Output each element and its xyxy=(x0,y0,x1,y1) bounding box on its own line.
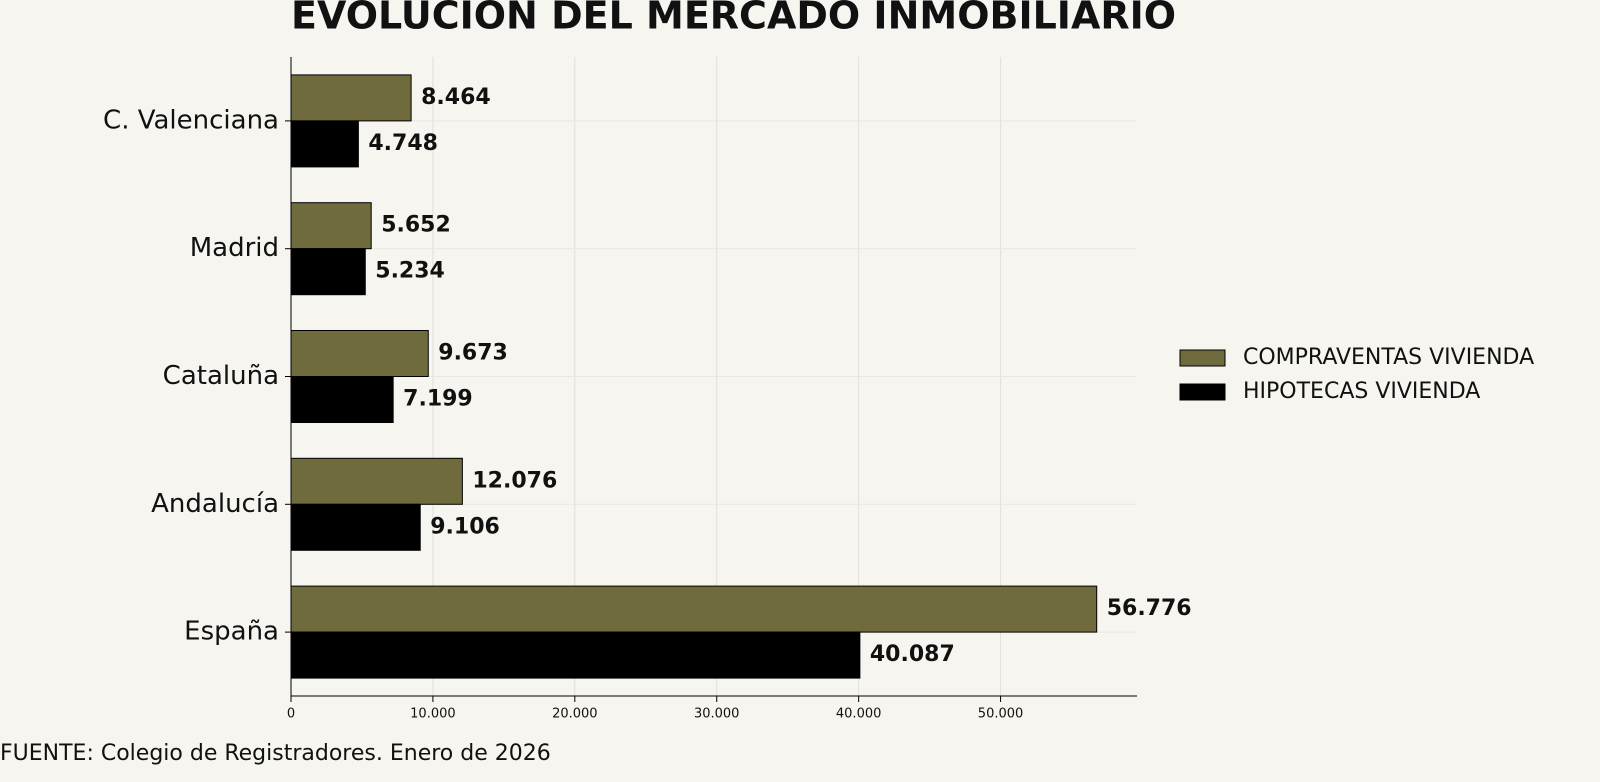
chart-title: EVOLUCION DEL MERCADO INMOBILIARIO xyxy=(291,0,1176,38)
y-tick-label: Madrid xyxy=(190,233,279,263)
x-tick-label: 50.000 xyxy=(978,707,1024,722)
bar xyxy=(290,202,372,250)
bar xyxy=(290,631,861,679)
bar xyxy=(290,376,394,423)
legend-swatch xyxy=(1179,383,1226,401)
value-label: 9.106 xyxy=(430,514,500,539)
value-label: 4.748 xyxy=(368,131,438,156)
value-label: 9.673 xyxy=(438,341,508,366)
bar xyxy=(290,74,412,122)
x-tick-label: 40.000 xyxy=(836,707,882,722)
legend-label: HIPOTECAS VIVIENDA xyxy=(1243,379,1480,404)
value-label: 12.076 xyxy=(472,468,557,493)
x-tick-label: 10.000 xyxy=(410,707,456,722)
bar xyxy=(290,120,359,168)
value-label: 5.652 xyxy=(381,213,451,238)
y-tick-label: C. Valenciana xyxy=(103,105,279,135)
value-label: 56.776 xyxy=(1107,596,1192,621)
x-tick-label: 30.000 xyxy=(694,707,740,722)
x-tick-label: 0 xyxy=(287,707,295,722)
x-tick-label: 20.000 xyxy=(552,707,598,722)
bar xyxy=(290,585,1098,633)
value-label: 8.464 xyxy=(421,85,491,110)
value-label: 7.199 xyxy=(403,387,473,412)
source-note: FUENTE: Colegio de Registradores. Enero … xyxy=(0,741,551,766)
y-tick-label: España xyxy=(184,617,279,647)
y-tick-label: Cataluña xyxy=(163,361,279,391)
bar xyxy=(290,503,421,551)
y-tick-label: Andalucía xyxy=(151,489,279,519)
legend-label: COMPRAVENTAS VIVIENDA xyxy=(1243,345,1534,370)
bar xyxy=(290,248,366,296)
legend-swatch xyxy=(1179,349,1226,367)
bar xyxy=(290,330,429,377)
value-label: 40.087 xyxy=(870,642,955,667)
value-label: 5.234 xyxy=(375,259,445,284)
bar xyxy=(290,457,463,505)
